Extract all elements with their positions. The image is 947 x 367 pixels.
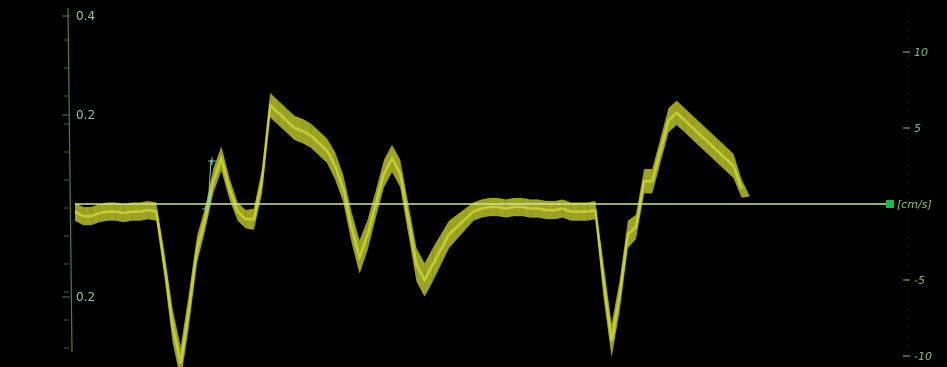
left-axis: 0.4 0.2 0.2 — [62, 7, 95, 353]
right-axis: 10 5 -5 -10 [cm/s] — [897, 12, 932, 363]
right-tick-label: 10 — [914, 46, 928, 59]
trace-core-line — [74, 102, 743, 364]
velocity-trace — [74, 93, 750, 367]
baseline — [75, 200, 894, 208]
cursor-plus-bottom: + — [201, 204, 209, 215]
cursor-line — [207, 159, 212, 209]
cursor-plus-top: + — [207, 154, 217, 168]
left-axis-line — [67, 7, 73, 353]
right-tick-label: -10 — [914, 350, 932, 363]
cursor-marker: ++ — [201, 154, 217, 215]
baseline-end-marker — [886, 200, 894, 208]
left-tick-label: 0.2 — [76, 108, 95, 122]
left-tick-label: 0.2 — [76, 290, 95, 304]
right-tick-label: 5 — [914, 122, 921, 135]
right-tick-label: -5 — [914, 274, 925, 287]
left-tick-label: 0.4 — [76, 9, 95, 23]
velocity-unit-label: [cm/s] — [897, 198, 932, 211]
trace-segment — [741, 179, 750, 198]
